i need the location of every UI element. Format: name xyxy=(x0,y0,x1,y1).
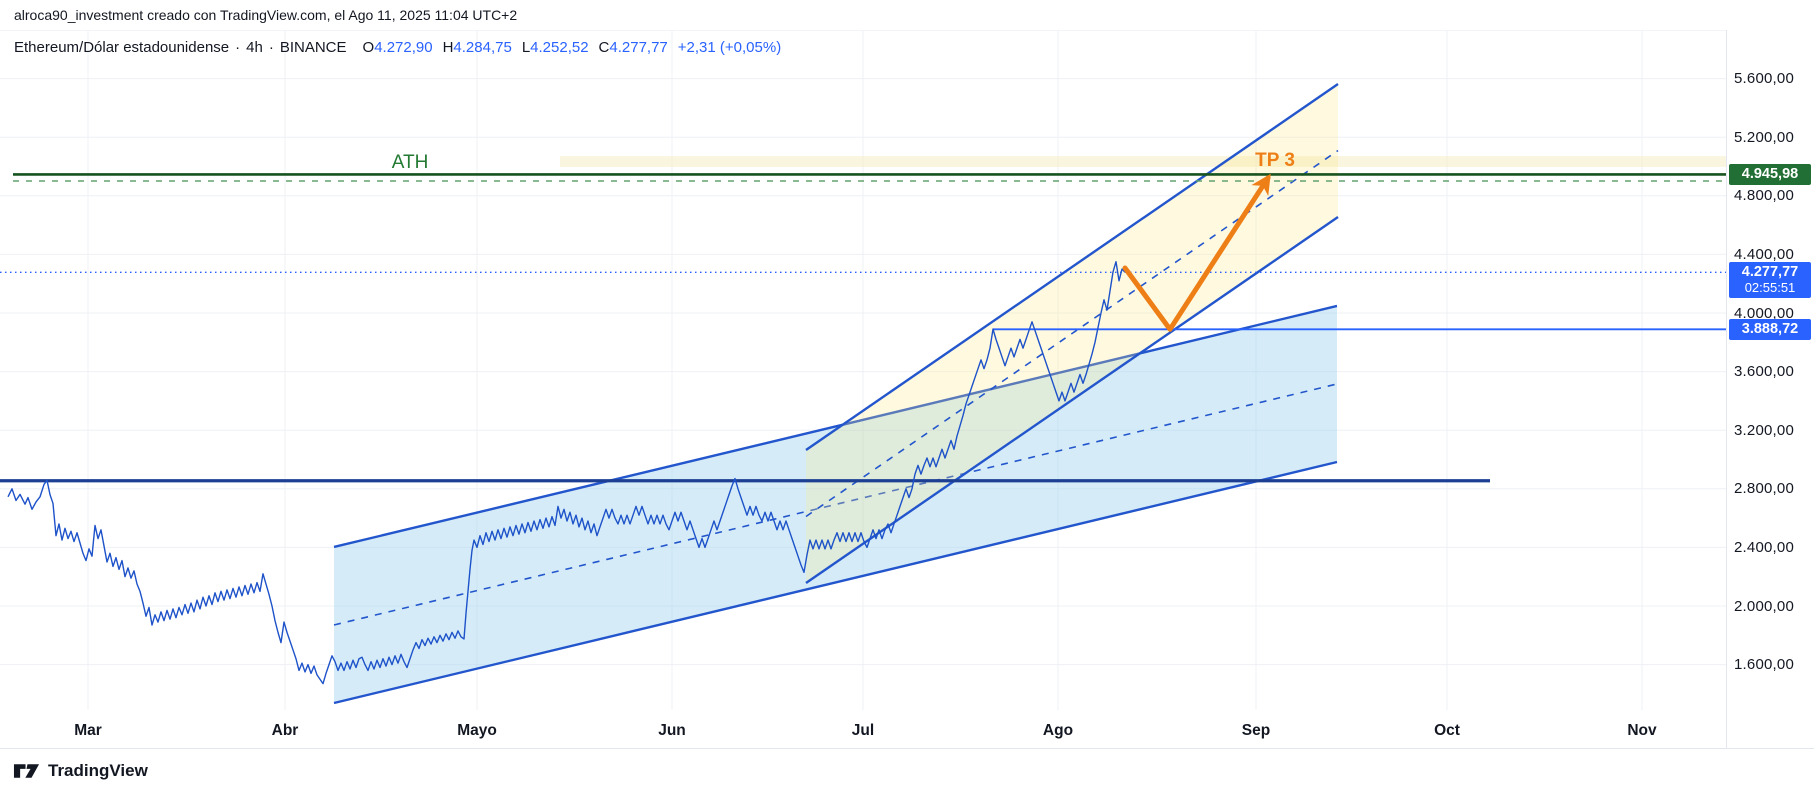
legend-separator: · xyxy=(268,39,274,56)
symbol-name[interactable]: Ethereum/Dólar estadounidense xyxy=(14,39,230,56)
time-axis[interactable]: Mar Abr Mayo Jun Jul Ago Sep Oct Nov xyxy=(0,710,1726,748)
snapshot-attribution: alroca90_investment creado con TradingVi… xyxy=(14,7,518,23)
upper-parallel-channel-mid-line[interactable] xyxy=(805,149,1339,518)
lower-parallel-channel-lower-line[interactable] xyxy=(333,460,1338,705)
price-axis-label: 1.600,00 xyxy=(1734,656,1794,674)
price-change: +2,31 (+0,05%) xyxy=(677,39,782,56)
footer-bar: TradingView xyxy=(0,748,1814,793)
tradingview-logo-icon[interactable] xyxy=(13,763,40,779)
last-price-badge: 4.277,77 02:55:51 xyxy=(1729,261,1811,298)
ath-label[interactable]: ATH xyxy=(392,152,429,173)
month-label-ago: Ago xyxy=(1042,722,1074,739)
price-axis-label: 2.400,00 xyxy=(1734,538,1794,556)
legend-separator: · xyxy=(235,39,241,56)
price-axis-label: 5.200,00 xyxy=(1734,128,1794,146)
tp3-label[interactable]: TP 3 xyxy=(1255,150,1295,171)
interval[interactable]: 4h xyxy=(246,39,263,56)
lower-parallel-channel-mid-line[interactable] xyxy=(333,383,1338,626)
ohlc-open: O4.272,90 xyxy=(362,39,433,56)
horizontal-level-lines[interactable] xyxy=(0,173,1726,483)
month-label-mar: Mar xyxy=(74,722,102,739)
ohlc-low: L4.252,52 xyxy=(521,39,589,56)
price-axis-separator xyxy=(1726,30,1727,748)
chart-top-border xyxy=(0,30,1726,31)
forecast-arrow[interactable] xyxy=(1122,173,1271,332)
lower-parallel-channel-upper-line[interactable] xyxy=(333,304,1338,549)
price-axis-label: 3.200,00 xyxy=(1734,421,1794,439)
price-axis-label: 5.600,00 xyxy=(1734,70,1794,88)
price-axis-label: 2.000,00 xyxy=(1734,597,1794,615)
ath-zone-band xyxy=(560,156,1726,167)
month-label-jun: Jun xyxy=(658,722,686,739)
trend-channels[interactable] xyxy=(333,83,1339,705)
exchange-name[interactable]: BINANCE xyxy=(279,39,347,56)
tradingview-brand-text[interactable]: TradingView xyxy=(48,761,148,780)
price-axis-label: 4.000,00 xyxy=(1734,304,1794,322)
month-label-abr: Abr xyxy=(271,722,299,739)
forecast-arrow[interactable] xyxy=(1122,173,1271,332)
month-label-sep: Sep xyxy=(1241,722,1271,739)
month-label-mayo: Mayo xyxy=(457,722,497,739)
level-price-badge: 3.888,72 xyxy=(1729,318,1811,340)
ath-zone-band xyxy=(560,156,1726,167)
ohlc-close: C4.277,77 xyxy=(598,39,668,56)
ohlc-high: H4.284,75 xyxy=(442,39,512,56)
month-label-nov: Nov xyxy=(1627,722,1657,739)
price-axis-label: 4.400,00 xyxy=(1734,245,1794,263)
lower-parallel-channel-fill xyxy=(334,305,1337,703)
symbol-legend[interactable]: Ethereum/Dólar estadounidense · 4h · BIN… xyxy=(14,39,781,56)
upper-parallel-channel-upper-line[interactable] xyxy=(805,83,1339,451)
price-axis-label: 3.600,00 xyxy=(1734,363,1794,381)
ath-price-badge: 4.945,98 xyxy=(1729,163,1811,185)
month-label-jul: Jul xyxy=(851,722,875,739)
grid-lines xyxy=(0,30,1726,710)
price-axis-label: 2.800,00 xyxy=(1734,480,1794,498)
price-axis-label: 4.800,00 xyxy=(1734,187,1794,205)
month-label-oct: Oct xyxy=(1434,722,1460,739)
price-series-path xyxy=(7,261,1126,685)
price-line-series xyxy=(7,261,1126,685)
price-axis[interactable]: 5.600,00 5.200,00 4.800,00 4.400,00 4.000,00… xyxy=(1727,30,1814,748)
